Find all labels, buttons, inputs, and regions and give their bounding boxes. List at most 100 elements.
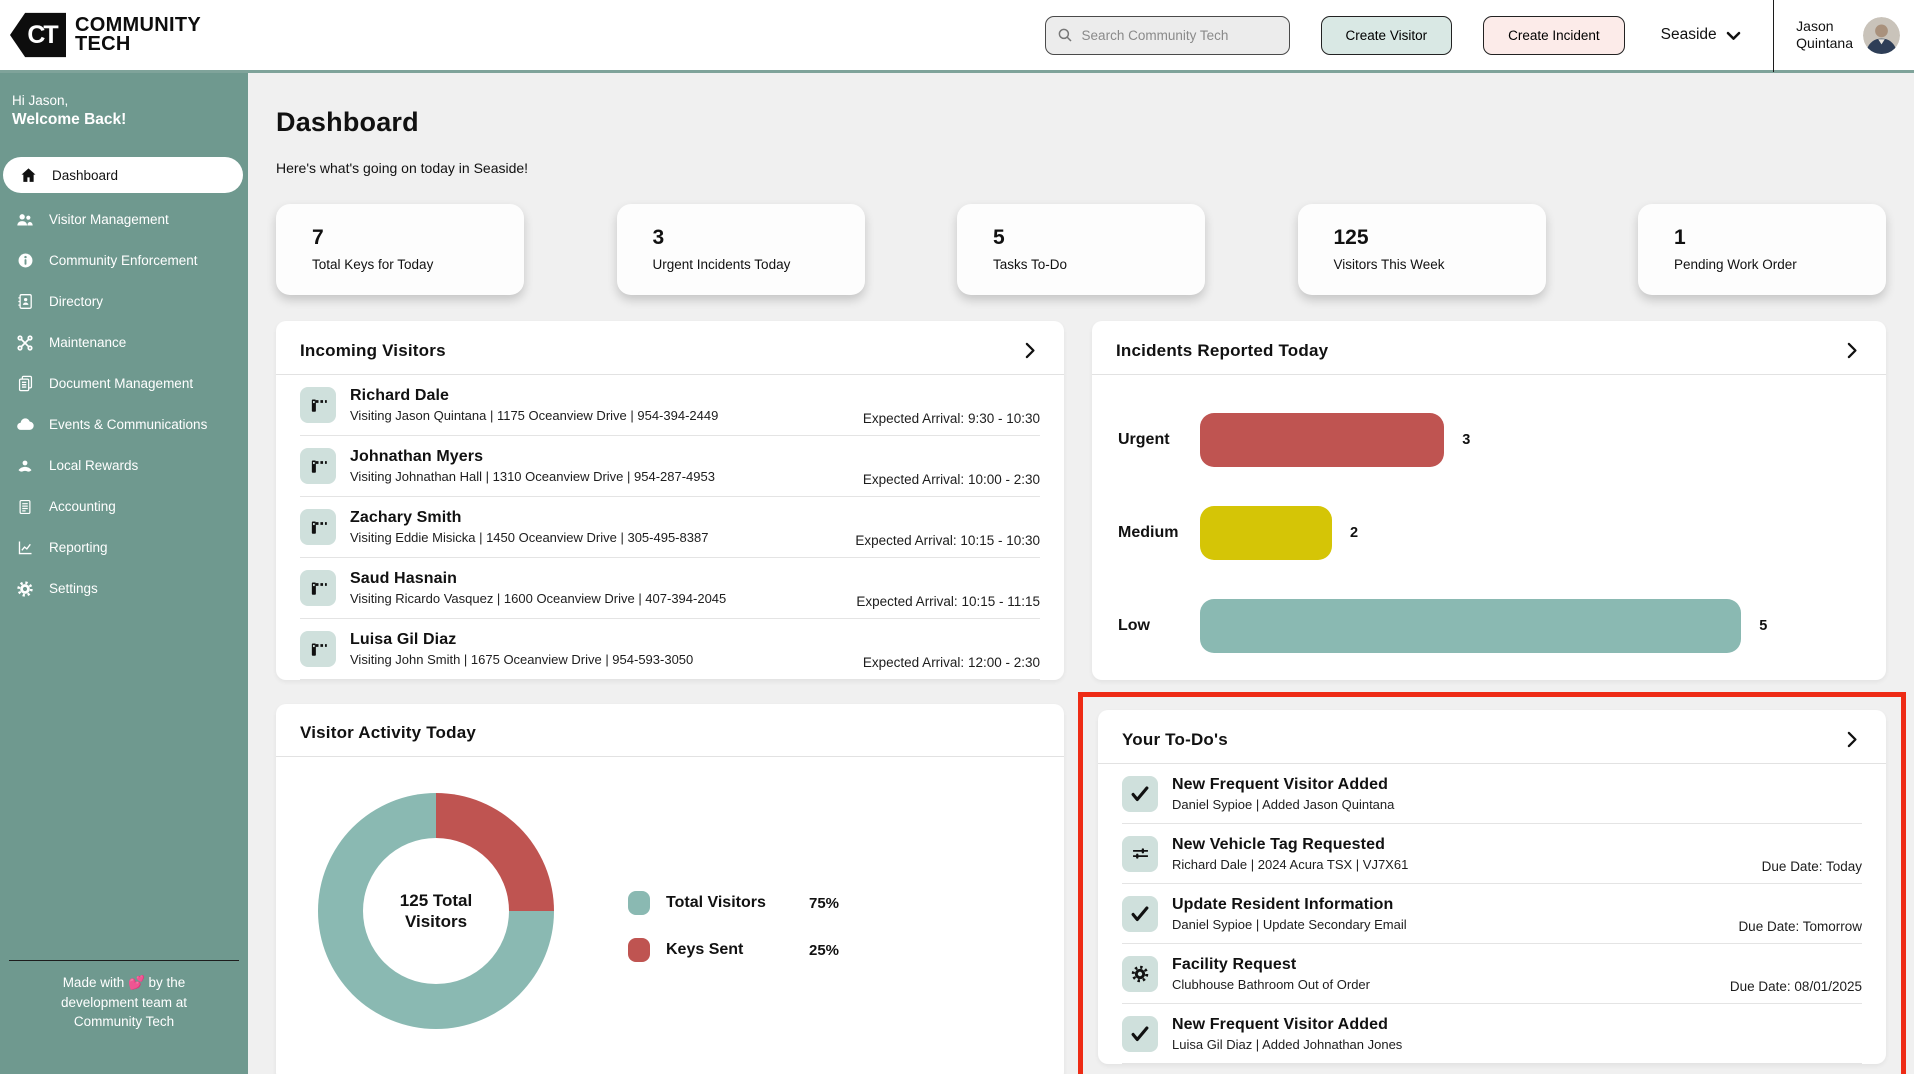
ledger-icon [14, 498, 36, 516]
sidebar-item-dashboard[interactable]: Dashboard [3, 157, 243, 193]
todo-row[interactable]: New Frequent Visitor Added Daniel Sypioe … [1122, 764, 1862, 824]
expected-arrival: Expected Arrival: 9:30 - 10:30 [862, 411, 1040, 426]
cloud-icon [14, 414, 36, 435]
main-content: Dashboard Here's what's going on today i… [248, 73, 1914, 1074]
made-with-love-text: Made with 💕 by the development team at C… [60, 975, 188, 1030]
page-subtitle: Here's what's going on today in Seaside! [276, 160, 529, 176]
total-visitors-swatch [628, 891, 650, 915]
sidebar-item-visitor-management[interactable]: Visitor Management [0, 199, 248, 240]
incoming-visitors-panel: Incoming Visitors Richard Dale Visiting J… [276, 321, 1064, 680]
gate-icon [300, 509, 336, 545]
home-icon [17, 166, 39, 185]
chevron-right-icon[interactable] [1019, 340, 1040, 361]
gate-icon [300, 570, 336, 606]
logo-wordmark: COMMUNITY TECH [75, 14, 202, 55]
directory-icon [14, 292, 36, 311]
visitor-activity-donut-chart[interactable]: 125 Total Visitors [318, 793, 554, 1029]
sidebar-item-maintenance[interactable]: Maintenance [0, 322, 248, 363]
community-selector[interactable]: Seaside [1661, 26, 1743, 45]
stat-card-visitors-week[interactable]: 125 Visitors This Week [1297, 204, 1546, 295]
create-visitor-button[interactable]: Create Visitor [1320, 15, 1453, 55]
rewards-icon [14, 456, 36, 476]
search-icon [1056, 26, 1074, 44]
sidebar-footer: Made with 💕 by the development team at C… [0, 960, 248, 1032]
sidebar-item-reporting[interactable]: Reporting [0, 527, 248, 568]
sidebar-item-local-rewards[interactable]: Local Rewards [0, 445, 248, 486]
todo-row[interactable]: Update Resident Information Daniel Sypioe… [1122, 884, 1862, 944]
chevron-right-icon[interactable] [1841, 729, 1862, 750]
incidents-bar-chart: Urgent 3 Medium 2 [1092, 375, 1886, 680]
sidebar: Hi Jason, Welcome Back! Dashboard Visito… [0, 73, 248, 1074]
legend-total-visitors: Total Visitors 75% [628, 891, 839, 915]
incidents-title: Incidents Reported Today [1116, 340, 1329, 360]
create-incident-button[interactable]: Create Incident [1483, 15, 1625, 55]
check-icon [1122, 895, 1158, 932]
user-name: Jason Quintana [1796, 17, 1853, 52]
visitor-activity-title: Visitor Activity Today [300, 723, 477, 742]
sidebar-item-community-enforcement[interactable]: Community Enforcement [0, 240, 248, 281]
todos-panel: Your To-Do's New Frequent Visitor Added D… [1098, 710, 1886, 1064]
gear-icon [14, 579, 36, 599]
people-icon [14, 210, 36, 230]
bar-row-medium: Medium 2 [1118, 486, 1860, 579]
low-bar[interactable] [1200, 598, 1742, 653]
chevron-down-icon [1724, 26, 1743, 45]
sliders-icon [1122, 835, 1158, 872]
medium-bar[interactable] [1200, 505, 1332, 560]
sidebar-item-document-management[interactable]: Document Management [0, 363, 248, 404]
stat-card-urgent-incidents[interactable]: 3 Urgent Incidents Today [616, 204, 865, 295]
incidents-panel: Incidents Reported Today Urgent 3 M [1092, 321, 1886, 680]
stat-card-total-keys[interactable]: 7 Total Keys for Today [276, 204, 524, 295]
stat-card-pending-work-order[interactable]: 1 Pending Work Order [1638, 204, 1886, 295]
sidebar-footer-divider [9, 960, 239, 962]
user-menu[interactable]: Jason Quintana [1774, 16, 1914, 54]
header-divider [1772, 0, 1775, 72]
visitor-activity-panel: Visitor Activity Today 125 Total Visitor… [276, 704, 1064, 1074]
check-icon [1122, 775, 1158, 812]
incoming-visitors-title: Incoming Visitors [300, 340, 446, 360]
top-header: CT COMMUNITY TECH Create Visitor Create … [0, 0, 1914, 73]
community-tech-logo: CT COMMUNITY TECH [0, 12, 201, 58]
visitor-row[interactable]: Johnathan Myers Visiting Johnathan Hall |… [300, 436, 1040, 497]
visitor-row[interactable]: Saud Hasnain Visiting Ricardo Vasquez | 1… [300, 558, 1040, 619]
bar-row-urgent: Urgent 3 [1118, 393, 1860, 486]
due-date: Due Date: Tomorrow [1738, 919, 1862, 934]
stat-cards-row: 7 Total Keys for Today 3 Urgent Incident… [276, 204, 1886, 295]
stat-card-tasks-todo[interactable]: 5 Tasks To-Do [957, 204, 1205, 295]
todo-row[interactable]: New Frequent Visitor Added Luisa Gil Diaz… [1122, 1004, 1862, 1064]
expected-arrival: Expected Arrival: 10:15 - 10:30 [855, 533, 1040, 548]
expected-arrival: Expected Arrival: 12:00 - 2:30 [862, 655, 1040, 670]
sidebar-item-events-communications[interactable]: Events & Communications [0, 404, 248, 445]
gear-icon [1122, 955, 1158, 992]
visitor-row[interactable]: Luisa Gil Diaz Visiting John Smith | 1675… [300, 619, 1040, 680]
info-icon [14, 251, 36, 270]
bar-row-low: Low 5 [1118, 579, 1860, 672]
todos-title: Your To-Do's [1122, 729, 1228, 749]
sidebar-greeting: Hi Jason, Welcome Back! [12, 93, 127, 128]
tools-icon [14, 333, 36, 353]
legend-keys-sent: Keys Sent 25% [628, 938, 839, 962]
documents-icon [14, 374, 36, 393]
sidebar-item-accounting[interactable]: Accounting [0, 486, 248, 527]
gate-icon [300, 631, 336, 667]
donut-legend: Total Visitors 75% Keys Sent 25% [628, 891, 839, 1029]
sidebar-item-settings[interactable]: Settings [0, 568, 248, 609]
global-search[interactable] [1044, 15, 1290, 55]
avatar[interactable] [1863, 16, 1900, 54]
todo-row[interactable]: Facility Request Clubhouse Bathroom Out o… [1122, 944, 1862, 1004]
visitor-row[interactable]: Zachary Smith Visiting Eddie Misicka | 14… [300, 497, 1040, 558]
urgent-bar[interactable] [1200, 412, 1445, 467]
gate-icon [300, 387, 336, 423]
header-actions: Create Visitor Create Incident Seaside J… [1044, 0, 1914, 72]
sidebar-item-directory[interactable]: Directory [0, 281, 248, 322]
search-input[interactable] [1081, 27, 1279, 43]
due-date: Due Date: Today [1761, 859, 1862, 874]
expected-arrival: Expected Arrival: 10:15 - 11:15 [856, 594, 1040, 609]
todo-row[interactable]: New Vehicle Tag Requested Richard Dale | … [1122, 824, 1862, 884]
chevron-right-icon[interactable] [1841, 340, 1862, 361]
expected-arrival: Expected Arrival: 10:00 - 2:30 [862, 472, 1040, 487]
todo-highlight-annotation: Your To-Do's New Frequent Visitor Added D… [1078, 692, 1906, 1074]
visitor-row[interactable]: Richard Dale Visiting Jason Quintana | 11… [300, 375, 1040, 436]
chart-icon [14, 538, 36, 557]
